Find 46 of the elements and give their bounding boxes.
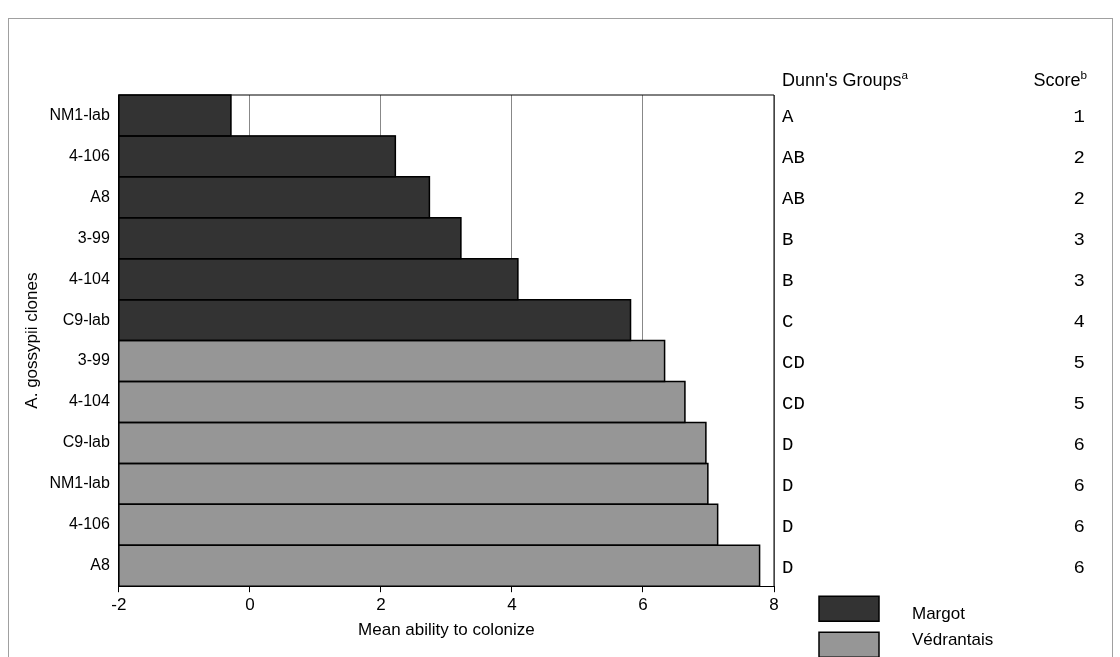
y-tick-label: 4-106 (68, 515, 110, 533)
text: 6 (1073, 474, 1085, 497)
text: 6 (1073, 556, 1085, 579)
text: CD (782, 352, 805, 375)
y-tick-label: 4-106 (68, 146, 110, 164)
y-tick-label: 4-104 (68, 392, 110, 410)
text: 4 (1073, 311, 1085, 334)
text: D (782, 556, 794, 579)
y-tick-label: 3-99 (77, 351, 110, 369)
text: AB (782, 188, 805, 211)
x-tick-label: -2 (111, 595, 127, 615)
x-axis-title: Mean ability to colonize (358, 620, 535, 640)
x-tick-label: 2 (376, 595, 386, 615)
y-tick-label: NM1-lab (49, 105, 110, 123)
y-tick-label: C9-lab (62, 433, 110, 451)
y-axis-title: A. gossypii clones (21, 272, 41, 409)
y-tick-label: A8 (90, 556, 110, 574)
text: 1 (1073, 106, 1085, 129)
text: 3 (1073, 229, 1085, 252)
y-tick-label: 3-99 (77, 228, 110, 246)
text: B (782, 270, 794, 293)
legend-label: Margot (912, 603, 966, 623)
text: 5 (1073, 352, 1085, 375)
text: 6 (1073, 433, 1085, 456)
text: D (782, 515, 794, 538)
text: AB (782, 147, 805, 170)
x-tick-label: 4 (507, 595, 517, 615)
text: 3 (1073, 270, 1085, 293)
text: 2 (1073, 147, 1085, 170)
y-tick-label: C9-lab (62, 310, 110, 328)
text: D (782, 474, 794, 497)
text: CD (782, 393, 805, 415)
text: 2 (1073, 188, 1085, 211)
text: C (782, 311, 794, 334)
text: A (782, 106, 794, 129)
y-tick-label: NM1-lab (49, 474, 110, 492)
legend-label: Védrantais (912, 629, 994, 649)
y-tick-label: A8 (90, 187, 110, 205)
y-tick-label: 4-104 (68, 269, 110, 287)
text: 6 (1073, 515, 1085, 538)
text: B (782, 229, 794, 252)
x-tick-label: 6 (638, 595, 648, 615)
text: D (782, 433, 794, 456)
x-tick-label: 0 (245, 595, 255, 615)
x-tick-label: 8 (769, 595, 779, 615)
text: 5 (1073, 393, 1085, 415)
